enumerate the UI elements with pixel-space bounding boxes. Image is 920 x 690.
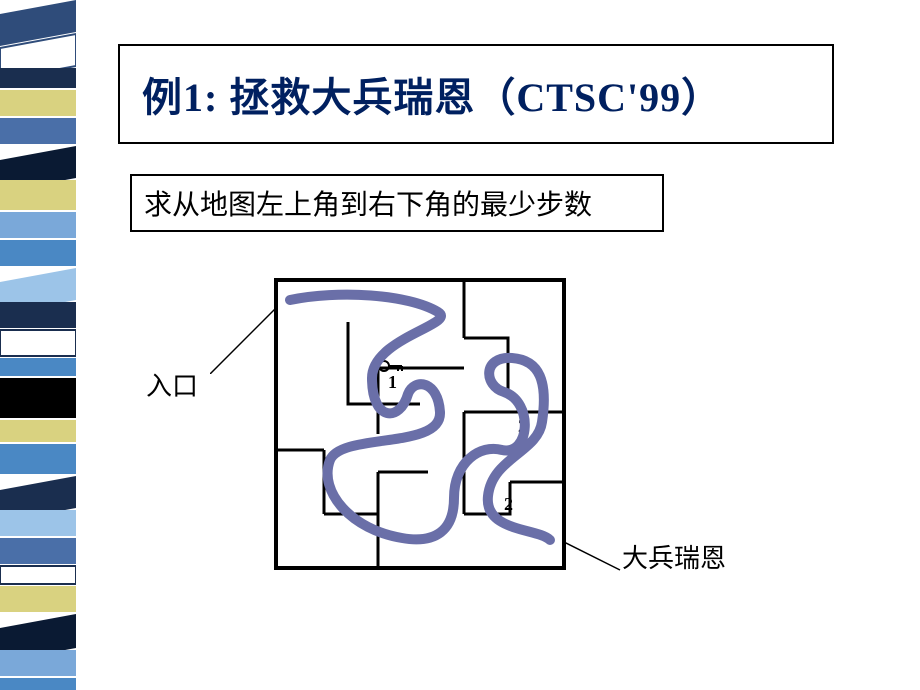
slide-title: 例1: 拯救大兵瑞恩（CTSC'99） (142, 65, 722, 123)
ryan-leader-line (560, 540, 630, 610)
svg-text:2: 2 (504, 494, 513, 514)
maze-diagram: 122 (274, 278, 566, 570)
sidebar-pattern (0, 0, 76, 690)
entrance-label: 入口 (146, 366, 198, 403)
slide-subtitle: 求从地图左上角到右下角的最少步数 (144, 183, 592, 223)
ryan-label: 大兵瑞恩 (622, 538, 726, 575)
decorative-sidebar (0, 0, 76, 690)
maze-svg: 122 (278, 282, 562, 566)
svg-text:1: 1 (388, 372, 397, 392)
subtitle-box: 求从地图左上角到右下角的最少步数 (130, 174, 664, 232)
title-box: 例1: 拯救大兵瑞恩（CTSC'99） (118, 44, 834, 144)
